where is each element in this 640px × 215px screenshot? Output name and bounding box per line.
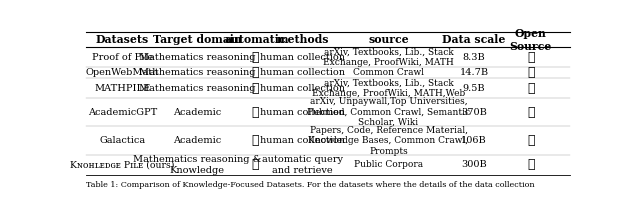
Text: Data scale: Data scale (442, 34, 506, 45)
Text: 14.7B: 14.7B (460, 68, 488, 77)
Text: ✓: ✓ (527, 51, 534, 63)
Text: 370B: 370B (461, 108, 487, 117)
Text: Open
Source: Open Source (509, 28, 552, 52)
Text: human collection: human collection (260, 136, 345, 145)
Text: arXiv, Unpaywall,Top Universities,
Pubmed, Common Crawl, Semantic
Scholar, Wiki: arXiv, Unpaywall,Top Universities, Pubme… (307, 97, 470, 127)
Text: human collection: human collection (260, 52, 345, 61)
Text: ✓: ✓ (527, 158, 534, 171)
Text: OpenWebMath: OpenWebMath (86, 68, 159, 77)
Text: ✗: ✗ (252, 66, 259, 79)
Text: ✗: ✗ (252, 51, 259, 63)
Text: ✗: ✗ (527, 106, 534, 119)
Text: ✓: ✓ (527, 66, 534, 79)
Text: ✗: ✗ (252, 81, 259, 95)
Text: arXiv, Textbooks, Lib., Stack
Exchange, ProofWiki, MATH,Web: arXiv, Textbooks, Lib., Stack Exchange, … (312, 78, 465, 98)
Text: human collection: human collection (260, 84, 345, 92)
Text: 106B: 106B (461, 136, 487, 145)
Text: ✗: ✗ (252, 106, 259, 119)
Text: Kɴᴏʜʟᴇᴅɢᴇ Pɪʟᴇ (ours): Kɴᴏʜʟᴇᴅɢᴇ Pɪʟᴇ (ours) (70, 160, 175, 169)
Text: Table 1: Comparison of Knowledge-Focused Datasets. For the datasets where the de: Table 1: Comparison of Knowledge-Focused… (86, 181, 534, 189)
Text: source: source (368, 34, 409, 45)
Text: Mathematics reasoning: Mathematics reasoning (139, 68, 255, 77)
Text: human collection: human collection (260, 108, 345, 117)
Text: MATHPILE: MATHPILE (94, 84, 150, 92)
Text: Galactica: Galactica (99, 136, 145, 145)
Text: Common Crawl: Common Crawl (353, 68, 424, 77)
Text: 9.5B: 9.5B (463, 84, 485, 92)
Text: Academic: Academic (173, 108, 221, 117)
Text: Proof of Pile: Proof of Pile (92, 52, 153, 61)
Text: ✗: ✗ (252, 134, 259, 147)
Text: Datasets: Datasets (95, 34, 149, 45)
Text: automatic: automatic (225, 34, 286, 45)
Text: arXiv, Textbooks, Lib., Stack
Exchange, ProofWiki, MATH: arXiv, Textbooks, Lib., Stack Exchange, … (323, 47, 454, 67)
Text: Academic: Academic (173, 136, 221, 145)
Text: methods: methods (276, 34, 329, 45)
Text: Mathematics reasoning &
Knowledge: Mathematics reasoning & Knowledge (133, 155, 262, 175)
Text: 8.3B: 8.3B (463, 52, 485, 61)
Text: Mathematics reasoning: Mathematics reasoning (139, 52, 255, 61)
Text: automatic query
and retrieve: automatic query and retrieve (262, 155, 343, 175)
Text: AcademicGPT: AcademicGPT (88, 108, 157, 117)
Text: Public Corpora: Public Corpora (354, 160, 423, 169)
Text: Target domain: Target domain (153, 34, 242, 45)
Text: ✓: ✓ (252, 158, 259, 171)
Text: 300B: 300B (461, 160, 487, 169)
Text: ✓: ✓ (527, 81, 534, 95)
Text: Papers, Code, Reference Material,
Knowledge Bases, Common Crawl,
Prompts: Papers, Code, Reference Material, Knowle… (308, 126, 468, 156)
Text: ✗: ✗ (527, 134, 534, 147)
Text: Mathematics reasoning: Mathematics reasoning (139, 84, 255, 92)
Text: human collection: human collection (260, 68, 345, 77)
